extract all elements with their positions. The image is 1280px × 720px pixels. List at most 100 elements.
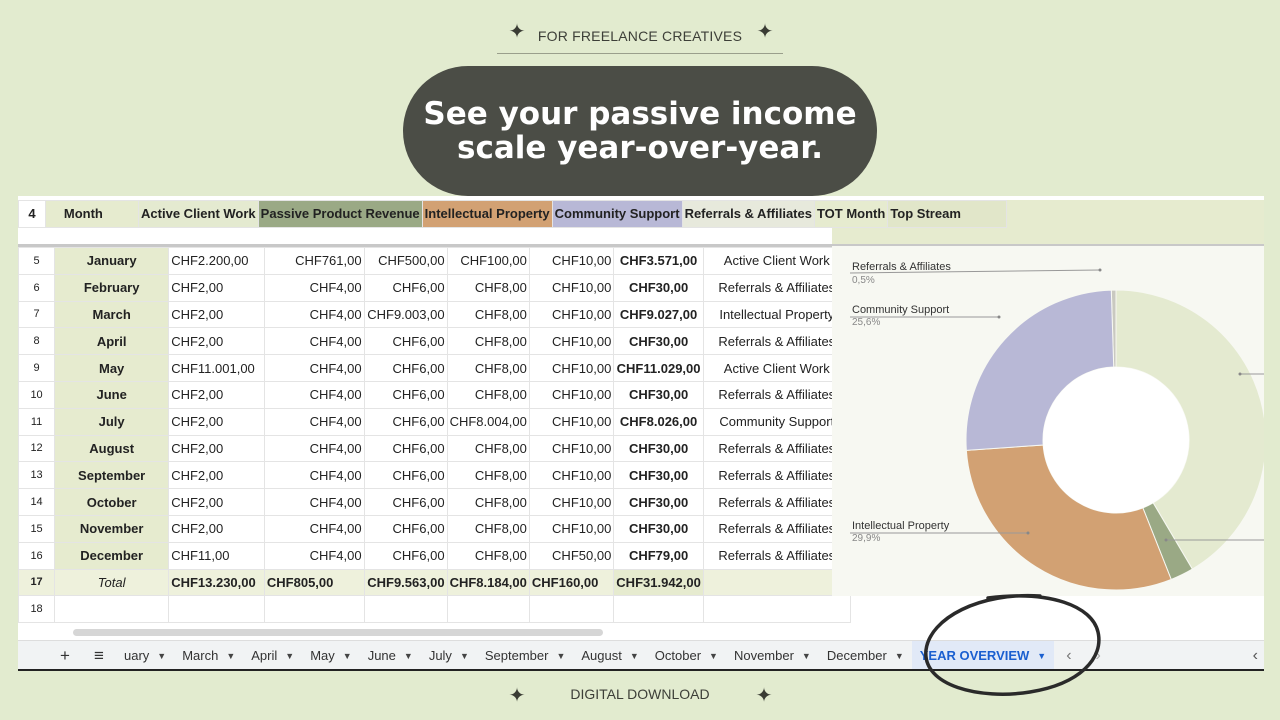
cell-community[interactable]: CHF8,00 bbox=[446, 273, 530, 302]
cell-community[interactable]: CHF8,00 bbox=[446, 327, 530, 356]
sheet-tab[interactable]: November ▼ bbox=[726, 641, 819, 670]
row-number[interactable]: 17 bbox=[18, 568, 56, 597]
cell-top-stream[interactable]: Referrals & Affiliates bbox=[702, 327, 851, 356]
caret-down-icon[interactable]: ▼ bbox=[226, 650, 236, 661]
caret-down-icon[interactable]: ▼ bbox=[342, 650, 352, 661]
cell-top-stream[interactable]: Referrals & Affiliates bbox=[702, 488, 851, 516]
empty-cell[interactable] bbox=[168, 595, 265, 624]
cell-tot-month[interactable]: CHF30,00 bbox=[613, 461, 704, 490]
empty-cell[interactable] bbox=[613, 595, 704, 624]
cell-total-label[interactable]: Total bbox=[54, 568, 170, 597]
sheet-tab[interactable]: May ▼ bbox=[302, 641, 359, 670]
caret-down-icon[interactable]: ▼ bbox=[801, 650, 811, 661]
header-referrals-affiliates[interactable]: Referrals & Affiliates bbox=[681, 200, 815, 228]
scroll-tabs-left-icon[interactable]: ‹ bbox=[1066, 646, 1072, 664]
cell-community[interactable]: CHF8,00 bbox=[446, 380, 530, 409]
cell-referrals[interactable]: CHF10,00 bbox=[528, 300, 615, 329]
cell-passive[interactable]: CHF761,00 bbox=[263, 247, 365, 275]
cell-month[interactable]: June bbox=[54, 380, 170, 409]
row-number[interactable]: 9 bbox=[18, 354, 56, 382]
caret-down-icon[interactable]: ▼ bbox=[894, 650, 904, 661]
cell-referrals[interactable]: CHF10,00 bbox=[528, 273, 615, 302]
scroll-tabs-right-icon[interactable]: › bbox=[1095, 646, 1101, 664]
cell-active[interactable]: CHF11,00 bbox=[168, 541, 265, 570]
cell-tot-month[interactable]: CHF3.571,00 bbox=[613, 247, 704, 275]
cell-referrals[interactable]: CHF10,00 bbox=[528, 247, 615, 275]
cell-referrals[interactable]: CHF10,00 bbox=[528, 327, 615, 356]
cell-community[interactable]: CHF8,00 bbox=[446, 434, 530, 463]
cell-community[interactable]: CHF8,00 bbox=[446, 354, 530, 382]
cell-community[interactable]: CHF8,00 bbox=[446, 300, 530, 329]
cell-total-community[interactable]: CHF8.184,00 bbox=[446, 568, 530, 597]
cell-active[interactable]: CHF2,00 bbox=[168, 327, 265, 356]
row-number[interactable]: 4 bbox=[18, 200, 46, 228]
cell-month[interactable]: March bbox=[54, 300, 170, 329]
cell-referrals[interactable]: CHF50,00 bbox=[528, 541, 615, 570]
caret-down-icon[interactable]: ▼ bbox=[556, 650, 566, 661]
cell-tot-month[interactable]: CHF8.026,00 bbox=[613, 407, 704, 436]
cell-passive[interactable]: CHF4,00 bbox=[263, 434, 365, 463]
cell-month[interactable]: May bbox=[54, 354, 170, 382]
donut-chart[interactable]: Referrals & Affiliates 0,5% Community Su… bbox=[832, 246, 1264, 596]
cell-top-stream[interactable]: Active Client Work bbox=[702, 354, 851, 382]
cell-month[interactable]: April bbox=[54, 327, 170, 356]
sheet-tab[interactable]: July ▼ bbox=[421, 641, 477, 670]
cell-tot-month[interactable]: CHF9.027,00 bbox=[613, 300, 704, 329]
cell-passive[interactable]: CHF4,00 bbox=[263, 327, 365, 356]
cell-ip[interactable]: CHF6,00 bbox=[363, 327, 448, 356]
cell-ip[interactable]: CHF6,00 bbox=[363, 434, 448, 463]
cell-total-tot[interactable]: CHF31.942,00 bbox=[613, 568, 704, 597]
empty-cell[interactable] bbox=[363, 595, 448, 624]
sheet-tab[interactable]: December ▼ bbox=[819, 641, 912, 670]
horizontal-scrollbar[interactable] bbox=[73, 628, 1243, 638]
cell-top-stream[interactable]: Community Support bbox=[702, 407, 851, 436]
header-tot-month[interactable]: TOT Month bbox=[813, 200, 889, 228]
cell-tot-month[interactable]: CHF79,00 bbox=[613, 541, 704, 570]
cell-total-referrals[interactable]: CHF160,00 bbox=[528, 568, 615, 597]
cell-tot-month[interactable]: CHF11.029,00 bbox=[613, 354, 704, 382]
cell-passive[interactable]: CHF4,00 bbox=[263, 380, 365, 409]
cell-ip[interactable]: CHF6,00 bbox=[363, 461, 448, 490]
cell-referrals[interactable]: CHF10,00 bbox=[528, 434, 615, 463]
cell-community[interactable]: CHF8,00 bbox=[446, 514, 530, 543]
cell-ip[interactable]: CHF6,00 bbox=[363, 407, 448, 436]
header-community-support[interactable]: Community Support bbox=[551, 200, 683, 228]
cell-active[interactable]: CHF2,00 bbox=[168, 514, 265, 543]
add-sheet-icon[interactable]: + bbox=[60, 645, 70, 665]
cell-referrals[interactable]: CHF10,00 bbox=[528, 514, 615, 543]
cell-ip[interactable]: CHF6,00 bbox=[363, 354, 448, 382]
cell-total-ip[interactable]: CHF9.563,00 bbox=[363, 568, 448, 597]
all-sheets-menu-icon[interactable]: ≡ bbox=[94, 645, 104, 665]
cell-top-stream[interactable]: Referrals & Affiliates bbox=[702, 434, 851, 463]
cell-month[interactable]: November bbox=[54, 514, 170, 543]
cell-top-stream[interactable]: Referrals & Affiliates bbox=[702, 514, 851, 543]
caret-down-icon[interactable]: ▼ bbox=[157, 650, 167, 661]
empty-cell[interactable] bbox=[446, 595, 530, 624]
row-number[interactable]: 12 bbox=[18, 434, 56, 463]
cell-active[interactable]: CHF2,00 bbox=[168, 300, 265, 329]
sheet-tab[interactable]: September ▼ bbox=[477, 641, 574, 670]
cell-community[interactable]: CHF100,00 bbox=[446, 247, 530, 275]
cell-active[interactable]: CHF2,00 bbox=[168, 434, 265, 463]
row-number[interactable]: 8 bbox=[18, 327, 56, 356]
cell-top-stream[interactable]: Referrals & Affiliates bbox=[702, 273, 851, 302]
row-number[interactable]: 11 bbox=[18, 407, 56, 436]
frozen-row-divider[interactable] bbox=[18, 244, 1264, 247]
cell-passive[interactable]: CHF4,00 bbox=[263, 461, 365, 490]
cell-ip[interactable]: CHF9.003,00 bbox=[363, 300, 448, 329]
row-number[interactable]: 7 bbox=[18, 300, 56, 329]
header-passive-product-revenue[interactable]: Passive Product Revenue bbox=[257, 200, 423, 228]
row-number[interactable]: 10 bbox=[18, 380, 56, 409]
collapse-icon[interactable]: ‹ bbox=[1252, 646, 1258, 664]
row-number[interactable]: 5 bbox=[18, 247, 56, 275]
cell-community[interactable]: CHF8,00 bbox=[446, 461, 530, 490]
cell-total-active[interactable]: CHF13.230,00 bbox=[168, 568, 265, 597]
caret-down-icon[interactable]: ▼ bbox=[629, 650, 639, 661]
cell-ip[interactable]: CHF500,00 bbox=[363, 247, 448, 275]
cell-passive[interactable]: CHF4,00 bbox=[263, 300, 365, 329]
row-number[interactable]: 13 bbox=[18, 461, 56, 490]
cell-tot-month[interactable]: CHF30,00 bbox=[613, 273, 704, 302]
cell-active[interactable]: CHF2,00 bbox=[168, 380, 265, 409]
sheet-tab[interactable]: October ▼ bbox=[647, 641, 726, 670]
cell-referrals[interactable]: CHF10,00 bbox=[528, 488, 615, 516]
